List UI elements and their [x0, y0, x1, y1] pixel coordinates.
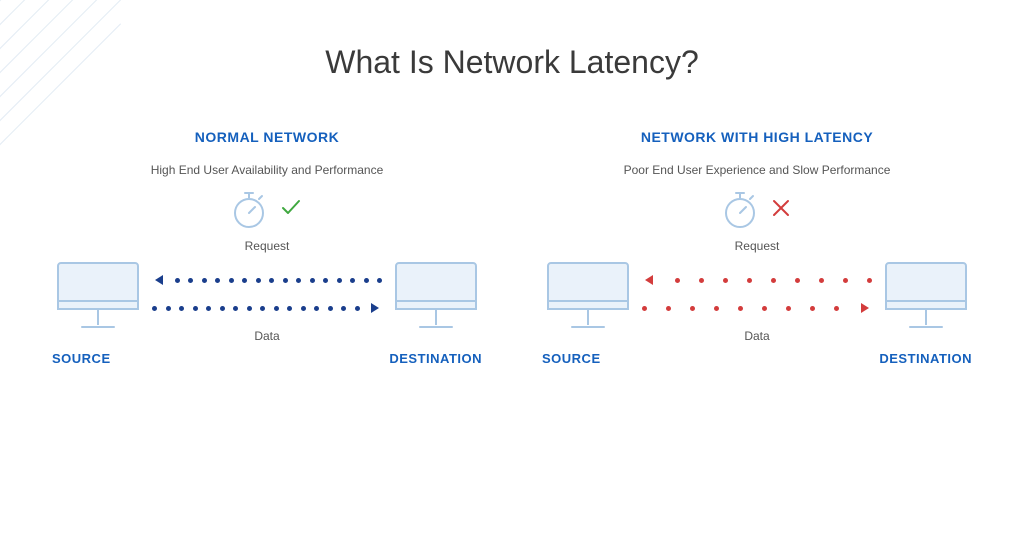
- flow-dot: [242, 278, 247, 283]
- flow-dot: [699, 278, 704, 283]
- flow-dot: [202, 278, 207, 283]
- clock-row-normal: [52, 191, 482, 229]
- flow-dot: [364, 278, 369, 283]
- flow-dot: [690, 306, 695, 311]
- flow-dot: [377, 278, 382, 283]
- flow-dot: [666, 306, 671, 311]
- flow-dot: [738, 306, 743, 311]
- flow-dot: [310, 278, 315, 283]
- request-label-high: Request: [542, 239, 972, 253]
- stopwatch-icon: [232, 191, 266, 229]
- panel-subtitle-normal: High End User Availability and Performan…: [52, 163, 482, 177]
- flow-row-high: [542, 257, 972, 331]
- flow-dot: [834, 306, 839, 311]
- flow-dot: [152, 306, 157, 311]
- panel-subtitle-high: Poor End User Experience and Slow Perfor…: [542, 163, 972, 177]
- monitor-destination-icon: [880, 257, 972, 331]
- flow-dot: [260, 306, 265, 311]
- flow-dot: [771, 278, 776, 283]
- flow-dot: [296, 278, 301, 283]
- flow-dot: [810, 306, 815, 311]
- flow-dot: [220, 306, 225, 311]
- request-label-normal: Request: [52, 239, 482, 253]
- request-line-high: [642, 273, 872, 287]
- flow-dot: [355, 306, 360, 311]
- data-line-high: [642, 301, 872, 315]
- flow-dot: [747, 278, 752, 283]
- flow-dot: [175, 278, 180, 283]
- flow-dot: [675, 278, 680, 283]
- data-label-high: Data: [542, 329, 972, 343]
- panel-high-latency: NETWORK WITH HIGH LATENCY Poor End User …: [542, 129, 972, 366]
- flow-dot: [256, 278, 261, 283]
- flow-dot: [283, 278, 288, 283]
- flow-dot: [723, 278, 728, 283]
- labels-row-high: SOURCE DESTINATION: [542, 351, 972, 366]
- stopwatch-icon: [723, 191, 757, 229]
- source-label-high: SOURCE: [542, 351, 601, 366]
- flow-dot: [247, 306, 252, 311]
- destination-label-normal: DESTINATION: [389, 351, 482, 366]
- flow-dot: [229, 278, 234, 283]
- arrow-head-icon: [368, 301, 382, 315]
- panel-title-high: NETWORK WITH HIGH LATENCY: [542, 129, 972, 145]
- flow-dot: [314, 306, 319, 311]
- flow-dot: [215, 278, 220, 283]
- monitor-destination-icon: [390, 257, 482, 331]
- data-label-normal: Data: [52, 329, 482, 343]
- flow-dot: [867, 278, 872, 283]
- data-line-normal: [152, 301, 382, 315]
- checkmark-icon: [280, 197, 302, 223]
- flow-dot: [350, 278, 355, 283]
- request-line-normal: [152, 273, 382, 287]
- flow-dot: [323, 278, 328, 283]
- source-label-normal: SOURCE: [52, 351, 111, 366]
- panel-title-normal: NORMAL NETWORK: [52, 129, 482, 145]
- labels-row-normal: SOURCE DESTINATION: [52, 351, 482, 366]
- panels-container: NORMAL NETWORK High End User Availabilit…: [0, 129, 1024, 366]
- flow-dot: [179, 306, 184, 311]
- flow-dot: [762, 306, 767, 311]
- arrow-head-icon: [642, 273, 656, 287]
- flow-dot: [274, 306, 279, 311]
- arrow-head-icon: [858, 301, 872, 315]
- flow-dot: [819, 278, 824, 283]
- monitor-source-icon: [542, 257, 634, 331]
- flow-dot: [269, 278, 274, 283]
- flow-dot: [193, 306, 198, 311]
- destination-label-high: DESTINATION: [879, 351, 972, 366]
- flow-dot: [188, 278, 193, 283]
- flow-dot: [795, 278, 800, 283]
- flow-dot: [287, 306, 292, 311]
- flow-dot: [714, 306, 719, 311]
- monitor-source-icon: [52, 257, 144, 331]
- dots-high: [642, 257, 872, 331]
- arrow-head-icon: [152, 273, 166, 287]
- flow-dot: [166, 306, 171, 311]
- flow-dot: [206, 306, 211, 311]
- panel-normal-network: NORMAL NETWORK High End User Availabilit…: [52, 129, 482, 366]
- flow-dot: [341, 306, 346, 311]
- dots-normal: [152, 257, 382, 331]
- x-mark-icon: [771, 198, 791, 222]
- flow-dot: [642, 306, 647, 311]
- flow-dot: [843, 278, 848, 283]
- clock-row-high: [542, 191, 972, 229]
- page-title: What Is Network Latency?: [0, 0, 1024, 81]
- flow-dot: [328, 306, 333, 311]
- flow-dot: [337, 278, 342, 283]
- flow-dot: [301, 306, 306, 311]
- flow-dot: [786, 306, 791, 311]
- flow-row-normal: [52, 257, 482, 331]
- flow-dot: [233, 306, 238, 311]
